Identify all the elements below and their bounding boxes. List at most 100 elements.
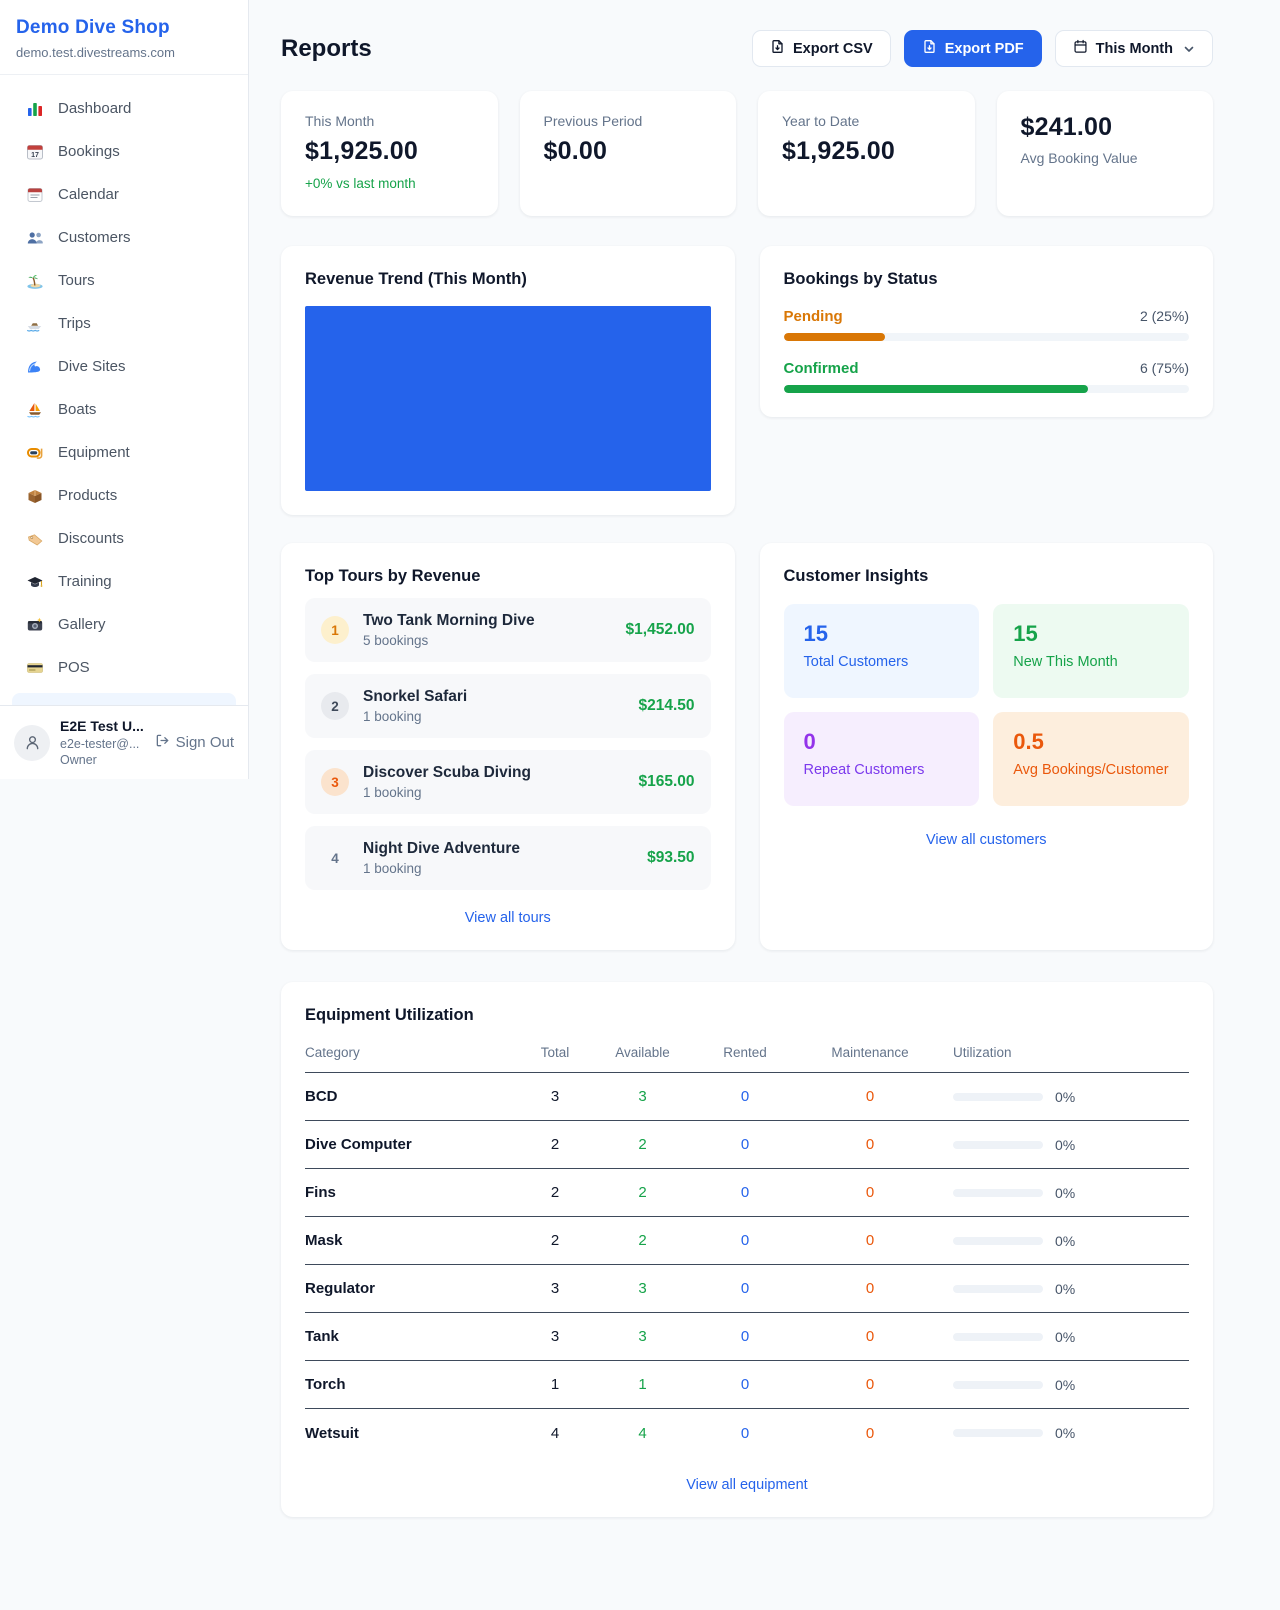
sidebar-item-dive-sites[interactable]: Dive Sites <box>12 345 236 388</box>
equip-maintenance: 0 <box>865 1088 875 1105</box>
view-all-tours-link[interactable]: View all tours <box>464 910 551 926</box>
column-header-category: Category <box>305 1045 360 1060</box>
user-role: Owner <box>60 752 97 767</box>
equip-rented: 0 <box>740 1232 750 1249</box>
sign-out-button[interactable]: Sign Out <box>155 733 234 752</box>
stat-value: $1,925.00 <box>305 137 419 165</box>
user-info: E2E Test U... e2e-tester@... Owner <box>60 717 144 768</box>
dive-sites-icon <box>26 358 44 376</box>
equip-available: 3 <box>638 1088 647 1105</box>
equip-total: 4 <box>550 1424 560 1442</box>
equip-utilization: 0% <box>945 1281 1189 1297</box>
equip-category: Mask <box>305 1232 343 1249</box>
sidebar-item-equipment[interactable]: Equipment <box>12 431 236 474</box>
equip-category: Regulator <box>305 1280 376 1297</box>
tour-info: Discover Scuba Diving 1 booking <box>363 764 624 800</box>
sidebar-item-label: Boats <box>58 401 97 418</box>
equipment-row-bcd: BCD 3 3 0 0 0% <box>305 1073 1189 1121</box>
charts-row: Revenue Trend (This Month) Bookings by S… <box>281 246 1213 515</box>
stat-value: $241.00 <box>1020 113 1113 141</box>
equipment-row-fins: Fins 2 2 0 0 0% <box>305 1169 1189 1217</box>
export-pdf-button[interactable]: Export PDF <box>903 30 1042 67</box>
sidebar-item-trips[interactable]: Trips <box>12 302 236 345</box>
sidebar-item-discounts[interactable]: Discounts <box>12 517 236 560</box>
tour-bookings: 5 bookings <box>363 633 429 648</box>
utilization-percent: 0% <box>1055 1425 1076 1441</box>
trips-icon <box>26 315 44 333</box>
stat-card-year-to-date: Year to Date $1,925.00 <box>758 91 975 216</box>
sidebar-item-tours[interactable]: Tours <box>12 259 236 302</box>
utilization-percent: 0% <box>1055 1184 1076 1201</box>
revenue-trend-title: Revenue Trend (This Month) <box>305 270 527 288</box>
utilization-bar-track <box>953 1188 1043 1197</box>
equipment-row-regulator: Regulator 3 3 0 0 0% <box>305 1265 1189 1313</box>
tour-revenue: $214.50 <box>638 697 695 714</box>
tour-revenue: $93.50 <box>647 849 695 866</box>
status-bar-track <box>783 385 1189 393</box>
tour-revenue: $165.00 <box>638 773 695 790</box>
equip-category: Dive Computer <box>305 1136 412 1153</box>
tour-row-snorkel-safari: 2 Snorkel Safari 1 booking $214.50 <box>305 674 711 738</box>
export-csv-button[interactable]: Export CSV <box>751 30 891 67</box>
status-label: Confirmed <box>783 360 859 377</box>
sidebar-item-boats[interactable]: Boats <box>12 388 236 431</box>
equipment-row-mask: Mask 2 2 0 0 0% <box>305 1217 1189 1265</box>
equip-utilization: 0% <box>945 1233 1189 1249</box>
export-pdf-label: Export PDF <box>944 40 1024 57</box>
sidebar-item-reports[interactable] <box>12 693 236 706</box>
insight-grid: 15 Total Customers 15 New This Month 0 Rep… <box>783 604 1189 806</box>
sidebar-item-bookings[interactable]: 17 Bookings <box>12 130 236 173</box>
status-bar-fill <box>783 333 885 341</box>
sidebar-item-customers[interactable]: Customers <box>12 216 236 259</box>
equip-total: 2 <box>550 1184 560 1201</box>
column-header-available: Available <box>615 1045 670 1060</box>
sidebar-item-dashboard[interactable]: Dashboard <box>12 87 236 130</box>
rank-badge: 2 <box>321 692 349 720</box>
sidebar-item-label: POS <box>58 659 90 676</box>
sidebar-item-pos[interactable]: POS <box>12 646 236 689</box>
rank-badge: 1 <box>321 616 349 644</box>
status-item-confirmed: Confirmed 6 (75%) <box>783 360 1189 393</box>
sidebar-item-gallery[interactable]: Gallery <box>12 603 236 646</box>
equip-category: Fins <box>305 1184 336 1201</box>
equip-maintenance: 0 <box>865 1184 875 1201</box>
utilization-percent: 0% <box>1055 1328 1076 1345</box>
sidebar-item-calendar[interactable]: Calendar <box>12 173 236 216</box>
sidebar-item-label: Gallery <box>58 616 106 633</box>
boats-icon <box>26 401 44 419</box>
sidebar-item-label: Products <box>58 487 118 504</box>
avatar <box>14 724 50 761</box>
tour-name: Two Tank Morning Dive <box>363 612 535 629</box>
insight-label: Total Customers <box>803 654 909 670</box>
shop-name: Demo Dive Shop <box>16 17 170 38</box>
equip-utilization: 0% <box>945 1185 1189 1201</box>
rank-badge: 4 <box>331 850 339 866</box>
svg-text:17: 17 <box>31 151 39 158</box>
sidebar-item-training[interactable]: Training <box>12 560 236 603</box>
tour-revenue: $1,452.00 <box>625 621 695 638</box>
view-all-equipment-link[interactable]: View all equipment <box>686 1477 808 1493</box>
period-dropdown[interactable]: This Month <box>1054 30 1213 67</box>
column-header-utilization: Utilization <box>953 1045 1012 1060</box>
stat-label: This Month <box>305 113 375 129</box>
stat-label: Previous Period <box>543 113 643 129</box>
view-all-customers-link[interactable]: View all customers <box>925 832 1047 848</box>
page-title: Reports <box>281 34 372 62</box>
sidebar-item-label: Trips <box>58 315 91 332</box>
sidebar: Demo Dive Shop demo.test.divestreams.com… <box>0 0 249 779</box>
sidebar-item-label: Calendar <box>58 186 119 203</box>
equip-rented: 0 <box>740 1424 750 1442</box>
sidebar-item-label: Equipment <box>58 444 130 461</box>
tour-row-discover-scuba-diving: 3 Discover Scuba Diving 1 booking $165.0… <box>305 750 711 814</box>
tour-list: 1 Two Tank Morning Dive 5 bookings $1,45… <box>305 598 711 890</box>
sidebar-item-label: Dive Sites <box>58 358 126 375</box>
sidebar-item-products[interactable]: Products <box>12 474 236 517</box>
insight-value: 15 <box>803 621 828 646</box>
equipment-row-torch: Torch 1 1 0 0 0% <box>305 1361 1189 1409</box>
user-section: E2E Test U... e2e-tester@... Owner Sign … <box>0 705 248 779</box>
customer-insights-card: Customer Insights 15 Total Customers 15 N… <box>759 543 1213 950</box>
column-header-total: Total <box>540 1045 570 1060</box>
utilization-percent: 0% <box>1055 1136 1076 1153</box>
equip-maintenance: 0 <box>865 1136 875 1153</box>
training-icon <box>26 573 44 591</box>
